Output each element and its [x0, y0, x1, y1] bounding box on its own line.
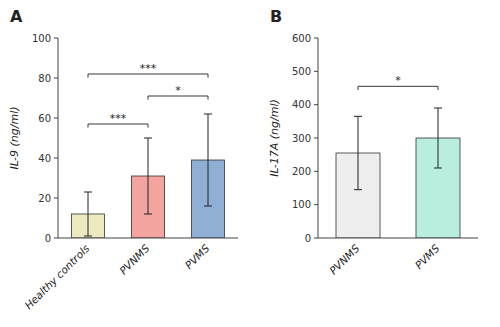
- error-line: [358, 116, 359, 189]
- error-bar: [84, 192, 92, 236]
- chart: A IL-9 (ng/ml) 0 20 40 60 80 100 Healthy control…: [0, 0, 500, 327]
- y-tick-label: 300: [292, 133, 311, 144]
- error-cap: [204, 114, 212, 115]
- error-line: [148, 138, 149, 214]
- y-tick-label: 40: [38, 153, 51, 164]
- y-tick: [54, 158, 58, 159]
- y-tick: [54, 238, 58, 239]
- error-bar: [354, 116, 362, 189]
- x-tick-label: PVNMS: [327, 242, 362, 277]
- error-line: [208, 114, 209, 206]
- error-cap: [84, 236, 92, 237]
- x-tick-label: PVNMS: [117, 242, 152, 277]
- x-tick-label: Healthy controls: [22, 242, 92, 312]
- error-line: [438, 108, 439, 168]
- y-tick: [314, 104, 318, 105]
- error-cap: [354, 116, 362, 117]
- significance-label: *: [175, 84, 181, 97]
- y-tick: [54, 198, 58, 199]
- panel-label: A: [10, 7, 23, 26]
- y-tick-label: 20: [38, 193, 51, 204]
- y-tick: [314, 138, 318, 139]
- significance-label: *: [395, 74, 401, 87]
- error-bar: [204, 114, 212, 206]
- plot-area: [336, 108, 460, 238]
- error-cap: [434, 108, 442, 109]
- y-tick-label: 100: [32, 33, 51, 44]
- x-tick-label: PVMS: [412, 242, 441, 271]
- y-tick-label: 400: [292, 99, 311, 110]
- y-tick: [54, 38, 58, 39]
- error-cap: [144, 214, 152, 215]
- y-axis: [58, 38, 59, 238]
- plot-area: [72, 114, 225, 238]
- y-tick: [314, 38, 318, 39]
- significance-label: ***: [110, 112, 127, 125]
- error-cap: [434, 168, 442, 169]
- x-tick-label: PVMS: [182, 242, 211, 271]
- y-axis-label: IL-17A (ng/ml): [268, 99, 281, 177]
- x-axis: [318, 238, 478, 239]
- error-cap: [204, 206, 212, 207]
- y-tick-label: 100: [292, 199, 311, 210]
- y-tick-label: 600: [292, 33, 311, 44]
- y-tick-label: 0: [45, 233, 51, 244]
- y-tick-label: 500: [292, 66, 311, 77]
- y-axis-label: IL-9 (ng/ml): [8, 107, 21, 170]
- error-bar: [144, 138, 152, 214]
- error-bar: [434, 108, 442, 168]
- error-cap: [144, 138, 152, 139]
- y-tick: [314, 171, 318, 172]
- significance-label: ***: [140, 62, 157, 75]
- y-tick-label: 60: [38, 113, 51, 124]
- y-tick: [54, 78, 58, 79]
- y-tick: [314, 71, 318, 72]
- y-tick: [54, 118, 58, 119]
- y-tick-label: 0: [305, 233, 311, 244]
- y-tick: [314, 238, 318, 239]
- panel: B IL-17A (ng/ml) 0 100 200 300 400 500 600 PVNMS P…: [268, 7, 478, 277]
- y-tick-label: 200: [292, 166, 311, 177]
- y-axis: [318, 38, 319, 238]
- x-axis: [58, 238, 238, 239]
- error-cap: [84, 192, 92, 193]
- error-cap: [354, 189, 362, 190]
- y-tick-label: 80: [38, 73, 51, 84]
- panel-label: B: [270, 7, 282, 26]
- panel: A IL-9 (ng/ml) 0 20 40 60 80 100 Healthy control…: [8, 7, 238, 311]
- y-tick: [314, 204, 318, 205]
- error-line: [88, 192, 89, 236]
